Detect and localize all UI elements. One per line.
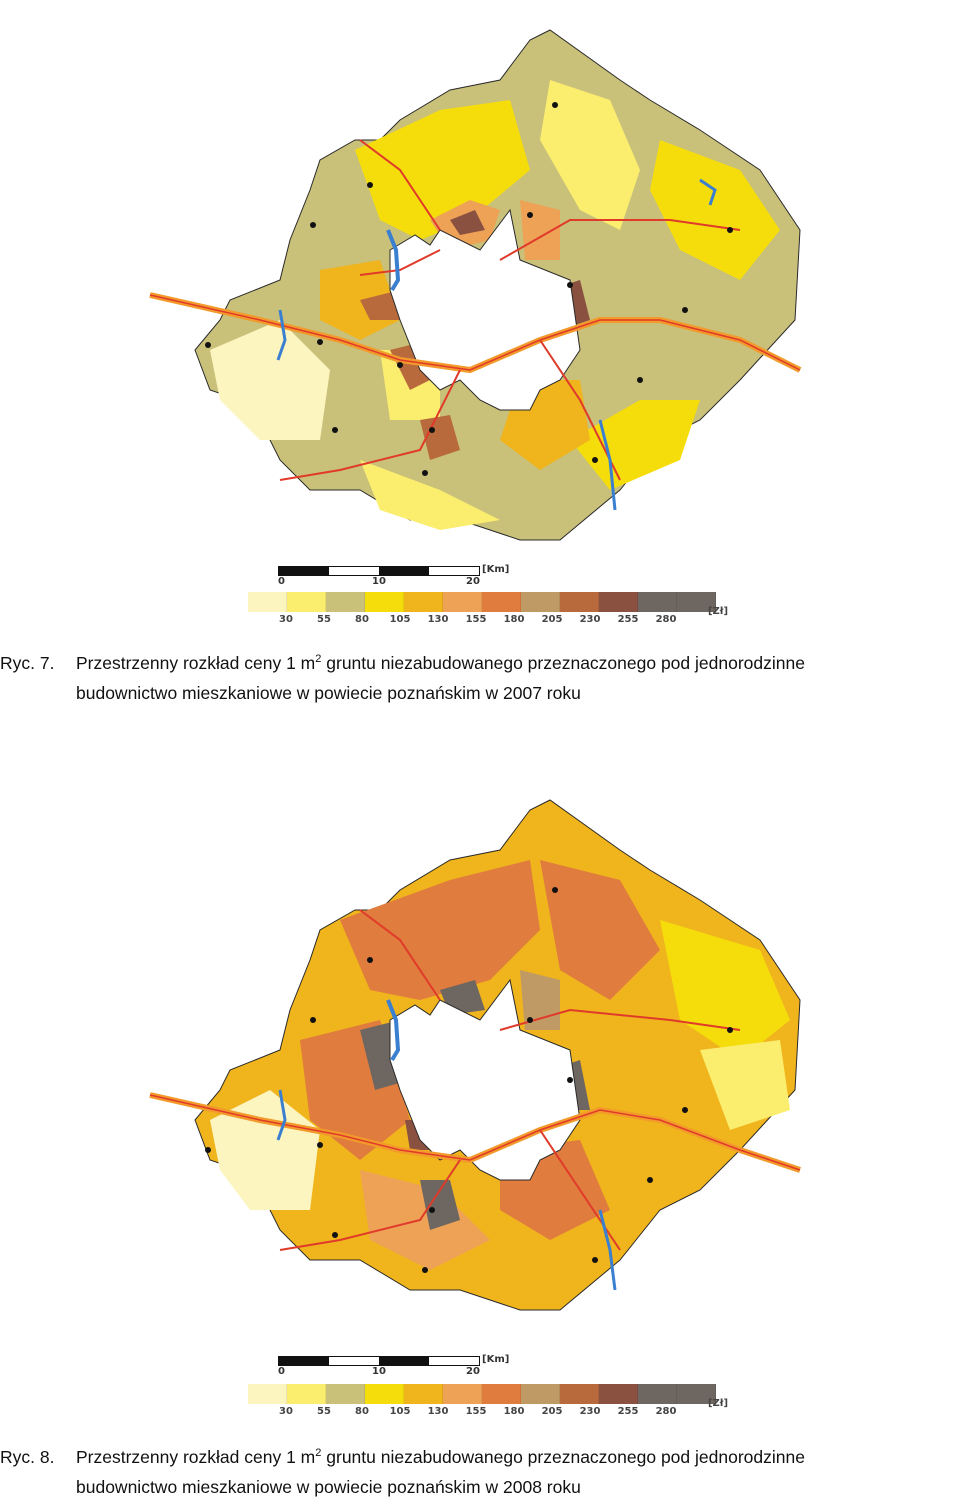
caption-number: Ryc. 7.: [0, 653, 55, 673]
legend-break-label: 105: [389, 1406, 411, 1417]
legend-break-label: 255: [617, 614, 639, 625]
legend-unit-label: [Zł]: [707, 606, 729, 617]
legend-break-label: 30: [279, 614, 293, 625]
legend-break-label: 205: [541, 614, 563, 625]
legend-labels-2008: 30 55 80 105 130 155 180 205 230 255 280 [Zł]: [248, 1398, 728, 1420]
legend-swatch: [443, 1384, 482, 1404]
caption-superscript: 2: [315, 1447, 322, 1460]
legend-break-label: 230: [579, 614, 601, 625]
price-legend-2007: [248, 592, 716, 612]
caption-line2: budownictwo mieszkaniowe w powiecie pozn…: [76, 683, 581, 703]
scale-bar-2007: [278, 566, 480, 576]
legend-break-label: 155: [465, 614, 487, 625]
scale-tick-10: 10: [372, 576, 386, 587]
legend-swatch: [482, 1384, 521, 1404]
legend-break-label: 280: [655, 1406, 677, 1417]
caption-line1-rest: gruntu niezabudowanego przeznaczonego po…: [321, 653, 805, 673]
legend-break-label: 180: [503, 614, 525, 625]
legend-swatch: [287, 592, 326, 612]
scale-tick-0: 0: [278, 576, 285, 587]
legend-swatch: [326, 592, 365, 612]
figure-2008: 0 10 20 [Km] 30 55 80 105 130 155 180 205 230 255…: [0, 770, 960, 1470]
legend-break-label: 130: [427, 1406, 449, 1417]
legend-break-label: 280: [655, 614, 677, 625]
scale-tick-0: 0: [278, 1366, 285, 1377]
legend-break-label: 30: [279, 1406, 293, 1417]
caption-line2: budownictwo mieszkaniowe w powiecie pozn…: [76, 1477, 581, 1497]
legend-swatch: [521, 1384, 560, 1404]
legend-swatch: [521, 592, 560, 612]
scale-tick-20: 20: [466, 1366, 480, 1377]
legend-swatch: [560, 592, 599, 612]
legend-break-label: 255: [617, 1406, 639, 1417]
legend-break-label: 130: [427, 614, 449, 625]
legend-swatch: [248, 1384, 287, 1404]
scale-bar-2008: [278, 1356, 480, 1366]
scale-unit: [Km]: [482, 1354, 510, 1365]
legend-swatch: [248, 592, 287, 612]
legend-swatch: [443, 592, 482, 612]
legend-swatch: [560, 1384, 599, 1404]
caption-superscript: 2: [315, 653, 322, 666]
scale-unit: [Km]: [482, 564, 510, 575]
legend-break-label: 205: [541, 1406, 563, 1417]
legend-swatch: [599, 592, 638, 612]
legend-labels-2007: 30 55 80 105 130 155 180 205 230 255 280 [Zł]: [248, 606, 728, 628]
legend-break-label: 55: [317, 614, 331, 625]
caption-2008: Ryc. 8. Przestrzenny rozkład ceny 1 m2 g…: [0, 1442, 960, 1502]
scale-tick-20: 20: [466, 576, 480, 587]
legend-break-label: 180: [503, 1406, 525, 1417]
legend-swatch: [677, 1384, 716, 1404]
caption-line1-rest: gruntu niezabudowanego przeznaczonego po…: [321, 1447, 805, 1467]
price-legend-2008: [248, 1384, 716, 1404]
legend-swatch: [677, 592, 716, 612]
price-map-2008: [149, 799, 801, 1311]
figure-2007: 0 10 20 [Km] 30 55 80 105 130 155 180 205 230 255…: [0, 0, 960, 720]
legend-swatch: [287, 1384, 326, 1404]
caption-line1: Przestrzenny rozkład ceny 1 m: [76, 653, 316, 673]
legend-swatch: [326, 1384, 365, 1404]
legend-swatch: [365, 1384, 404, 1404]
caption-line1: Przestrzenny rozkład ceny 1 m: [76, 1447, 316, 1467]
legend-swatch: [404, 1384, 443, 1404]
legend-break-label: 80: [355, 614, 369, 625]
caption-number: Ryc. 8.: [0, 1447, 55, 1467]
legend-break-label: 55: [317, 1406, 331, 1417]
legend-swatch: [482, 592, 521, 612]
legend-swatch: [599, 1384, 638, 1404]
legend-unit-label: [Zł]: [707, 1398, 729, 1409]
poznan-city: [389, 208, 581, 411]
legend-swatch: [638, 592, 677, 612]
price-map-2007: [149, 29, 802, 541]
scale-tick-10: 10: [372, 1366, 386, 1377]
legend-break-label: 230: [579, 1406, 601, 1417]
caption-2007: Ryc. 7. Przestrzenny rozkład ceny 1 m2 g…: [0, 648, 960, 708]
legend-swatch: [365, 592, 404, 612]
legend-break-label: 105: [389, 614, 411, 625]
legend-break-label: 155: [465, 1406, 487, 1417]
legend-swatch: [638, 1384, 677, 1404]
legend-break-label: 80: [355, 1406, 369, 1417]
legend-swatch: [404, 592, 443, 612]
